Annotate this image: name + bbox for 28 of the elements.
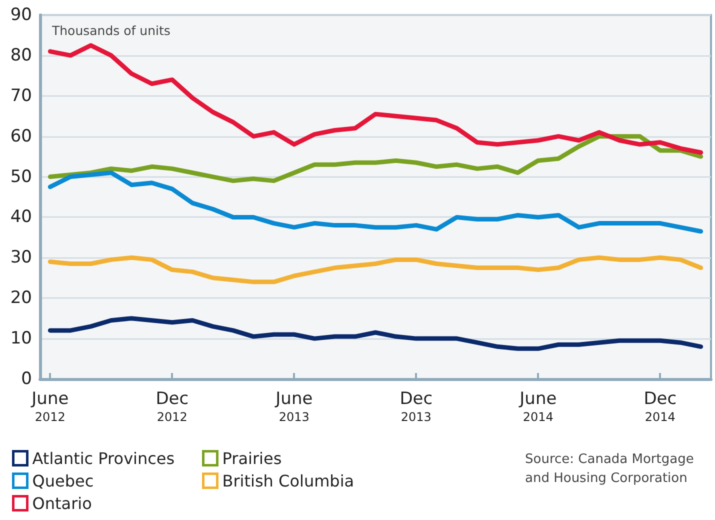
x-tick-label: Dec 2014: [644, 389, 677, 424]
x-tick-label: June 2014: [518, 389, 557, 424]
x-tick-label: June 2012: [30, 389, 69, 424]
line-series: [48, 134, 704, 184]
x-tick-label: June 2013: [274, 389, 313, 424]
y-tick-label: 90: [10, 5, 32, 25]
y-axis-title: Thousands of units: [51, 23, 170, 38]
legend-label: Atlantic Provinces: [32, 448, 175, 468]
legend-label: British Columbia: [222, 471, 354, 490]
y-tick-label: 70: [10, 86, 32, 106]
y-tick-label: 60: [10, 126, 32, 146]
y-tick-label: 30: [10, 248, 32, 268]
y-tick-label: 10: [10, 328, 32, 349]
legend-label: Prairies: [222, 448, 282, 468]
y-tick-label: 50: [10, 166, 32, 187]
y-tick-label: 20: [10, 288, 32, 308]
line-series: [48, 255, 704, 284]
legend-label: Quebec: [32, 471, 94, 490]
y-tick-label: 40: [10, 207, 32, 228]
x-tick-label: Dec 2013: [400, 389, 433, 424]
legend-label: Ontario: [32, 494, 92, 513]
x-tick-label: Dec 2012: [156, 389, 189, 424]
line-series: [48, 170, 704, 234]
y-tick-label: 0: [21, 369, 32, 389]
y-tick-label: 80: [10, 45, 32, 66]
line-series: [48, 43, 704, 155]
line-series: [48, 316, 704, 351]
source-note: Source: Canada Mortgage and Housing Corporation: [525, 452, 698, 486]
